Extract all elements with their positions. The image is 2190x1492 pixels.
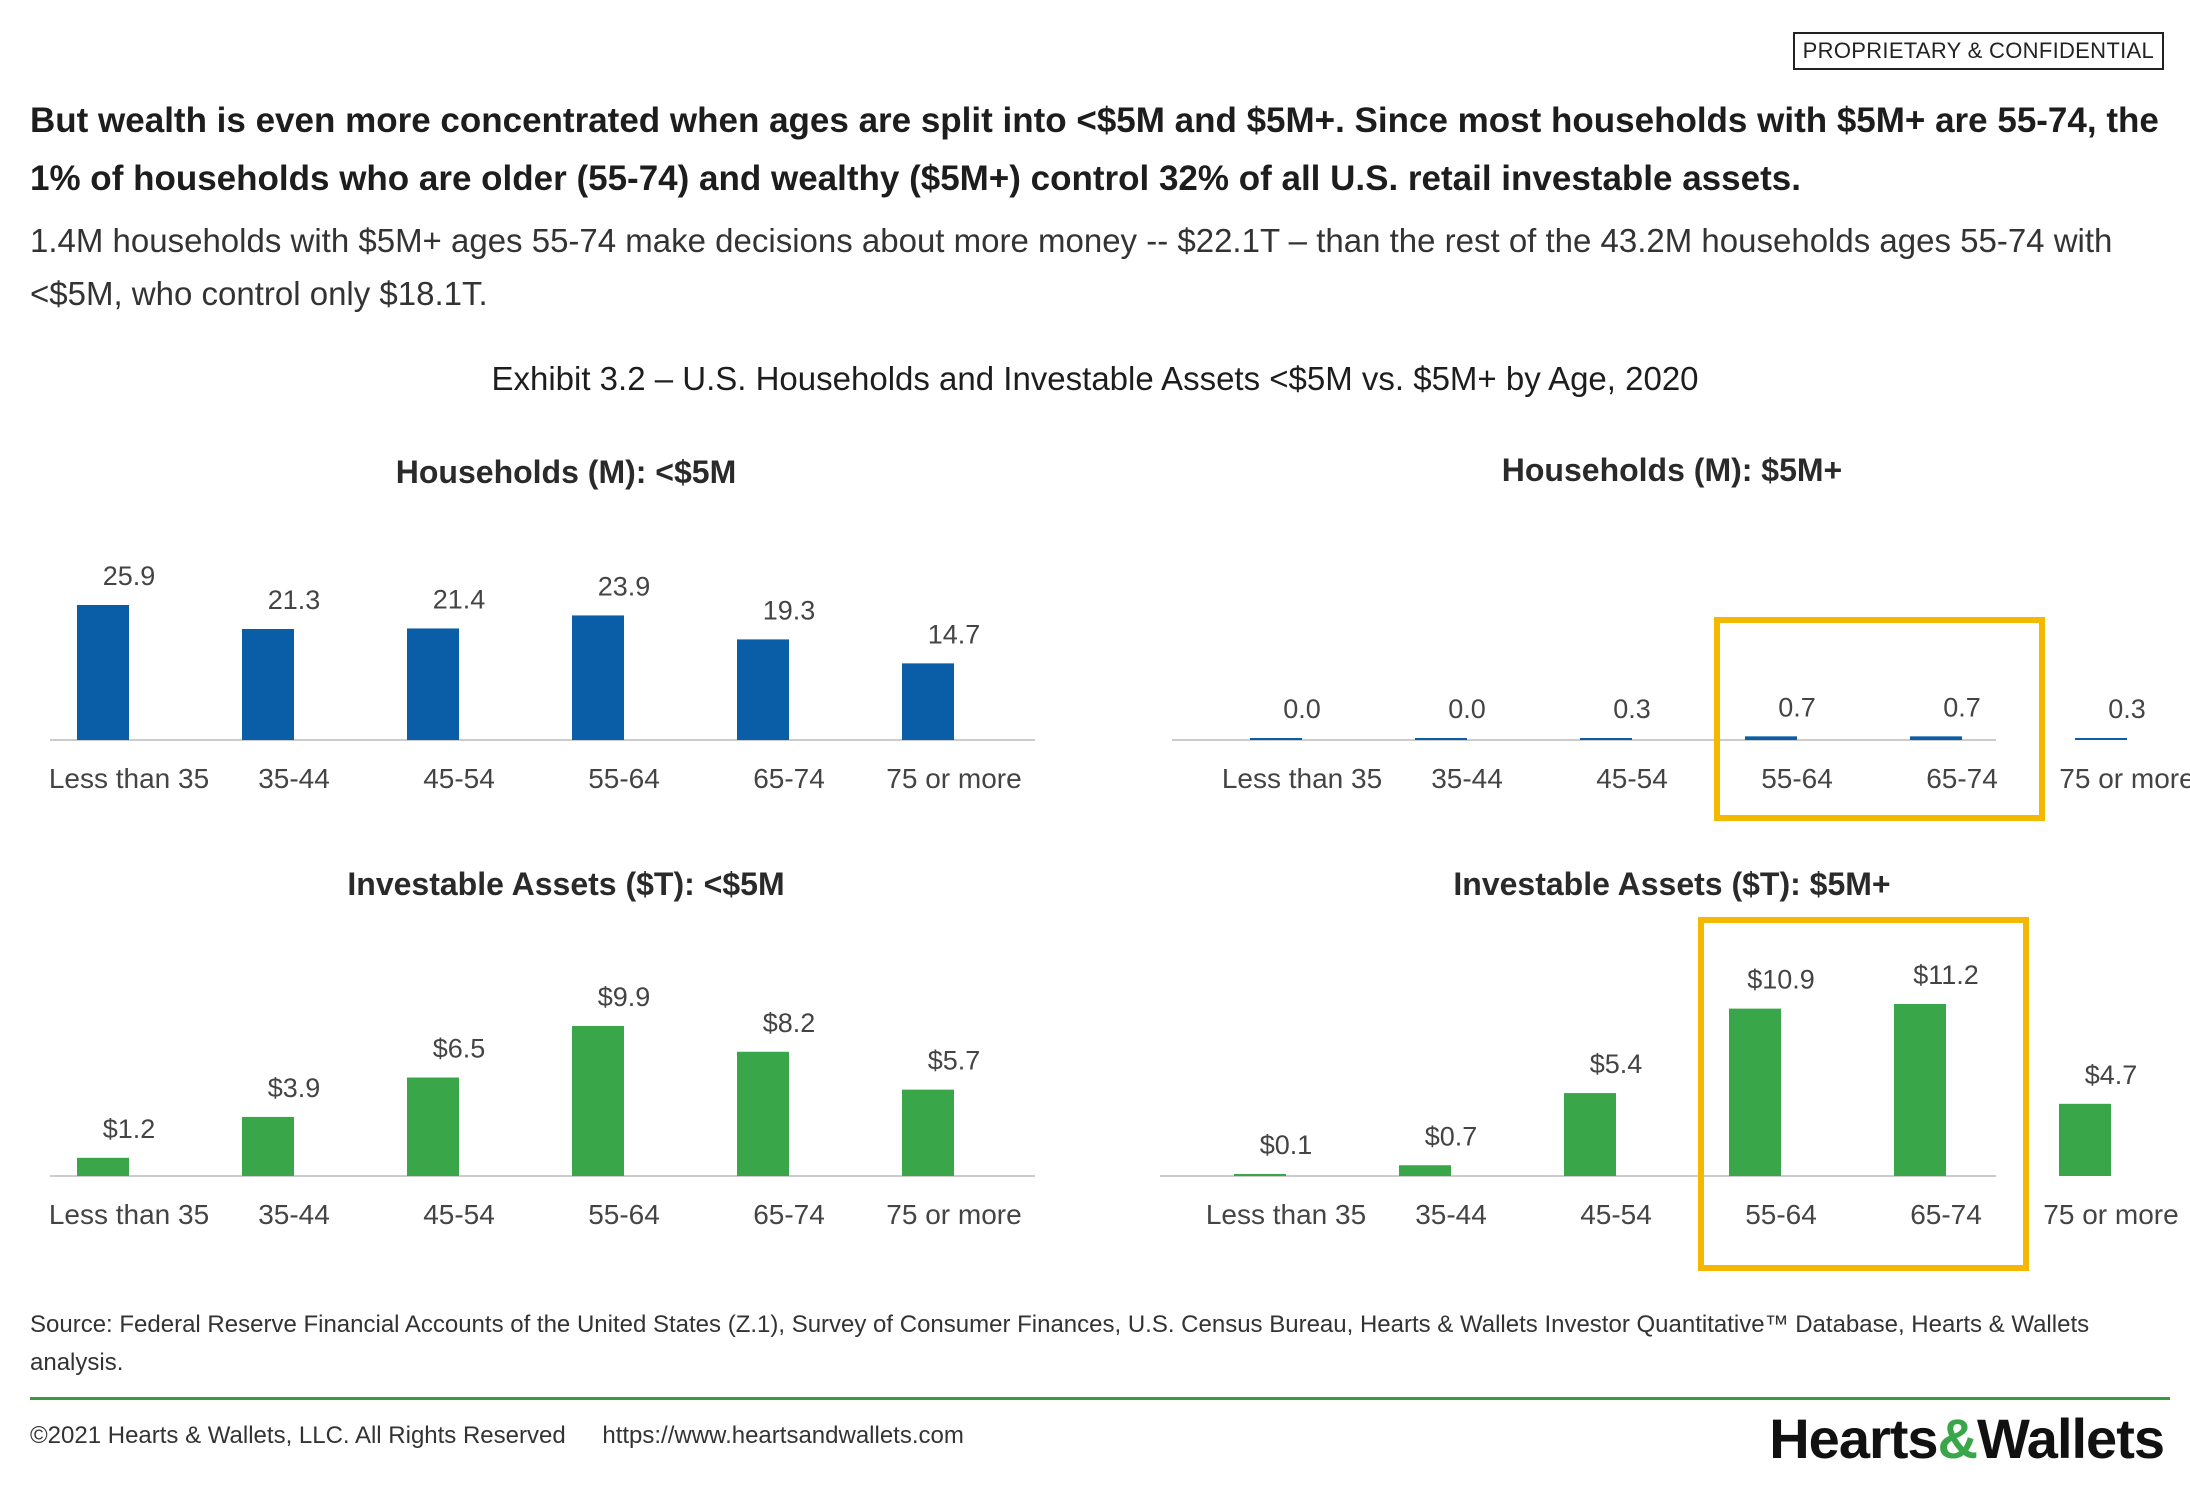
tick-label: 45-54 [1596,763,1668,794]
tick-label: 65-74 [753,1199,825,1230]
tick-label: 65-74 [753,763,825,794]
tick-label: Less than 35 [1206,1199,1366,1230]
tick-label: 75 or more [886,763,1021,794]
data-label: 21.4 [433,584,486,614]
bar-2-1 [242,1116,294,1176]
bar-1-5 [2075,738,2127,740]
data-label: 21.3 [268,585,321,615]
bar-3-0 [1234,1174,1286,1176]
data-label: 0.3 [1613,694,1651,724]
tick-label: Less than 35 [49,763,209,794]
bar-1-3 [1745,736,1797,740]
data-label: $6.5 [433,1034,486,1064]
bar-1-1 [1415,738,1467,740]
tick-label: 75 or more [2043,1199,2178,1230]
data-label: $0.7 [1425,1121,1478,1151]
bar-3-5 [2059,1103,2111,1176]
data-label: 0.7 [1943,692,1981,722]
chart-title-households-lt5m: Households (M): <$5M [395,454,737,490]
tick-label: Less than 35 [49,1199,209,1230]
bar-charts: 25.9 Less than 35 21.3 35-44 21.4 45-54 23.9 55… [49,561,2190,1271]
data-label: $5.4 [1590,1049,1643,1079]
data-label: 0.0 [1448,694,1486,724]
data-label: 19.3 [763,595,816,625]
data-label: $3.9 [268,1073,321,1103]
tick-label: 55-64 [588,1199,660,1230]
data-label: $10.9 [1747,965,1815,995]
tick-label: 75 or more [2059,763,2190,794]
tick-label: 35-44 [258,1199,330,1230]
confidential-badge: PROPRIETARY & CONFIDENTIAL [1792,32,2164,70]
bar-2-0 [77,1157,129,1176]
bar-1-4 [1910,736,1962,740]
bar-2-5 [902,1089,954,1176]
data-label: $1.2 [103,1114,156,1144]
highlight-box [1698,917,2029,1271]
bar-3-2 [1564,1093,1616,1176]
data-label: $5.7 [928,1046,981,1076]
data-label: 0.0 [1283,694,1321,724]
website-url[interactable]: https://www.heartsandwallets.com [602,1422,964,1449]
tick-label: 65-74 [1926,763,1998,794]
data-label: $11.2 [1913,960,1979,990]
bar-0-2 [407,628,459,740]
tick-label: 55-64 [1745,1199,1817,1230]
footer-divider [30,1397,2170,1400]
bar-2-4 [737,1051,789,1176]
source-note: Source: Federal Reserve Financial Accoun… [30,1311,2090,1376]
footer: ©2021 Hearts & Wallets, LLC. All Rights … [30,1422,994,1450]
bar-0-1 [242,628,294,740]
chart-title-assets-lt5m: Investable Assets ($T): <$5M [347,866,785,902]
data-label: 14.7 [928,619,981,649]
tick-label: 55-64 [588,763,660,794]
tick-label: 45-54 [423,763,495,794]
data-label: 23.9 [598,571,651,601]
data-label: 0.7 [1778,692,1816,722]
tick-label: 65-74 [1910,1199,1982,1230]
data-label: $9.9 [598,982,651,1012]
subtext: 1.4M households with $5M+ ages 55-74 mak… [30,222,2113,312]
tick-label: 35-44 [258,763,330,794]
bar-0-3 [572,615,624,740]
tick-label: 35-44 [1431,763,1503,794]
data-label: $8.2 [763,1008,816,1038]
bar-3-4 [1894,1004,1946,1176]
hearts-wallets-logo: Hearts&Wallets [1769,1407,2165,1470]
tick-label: 35-44 [1415,1199,1487,1230]
chart-title-assets-5mplus: Investable Assets ($T): $5M+ [1453,866,1891,902]
data-label: $4.7 [2085,1060,2138,1090]
exhibit-title: Exhibit 3.2 – U.S. Households and Invest… [491,360,1699,397]
data-label: 25.9 [103,561,156,591]
tick-label: 45-54 [1580,1199,1652,1230]
bar-2-2 [407,1077,459,1176]
chart-title-households-5mplus: Households (M): $5M+ [1501,452,1843,488]
bar-0-5 [902,663,954,740]
bar-1-0 [1250,738,1302,740]
bar-0-0 [77,605,129,740]
tick-label: 55-64 [1761,763,1833,794]
bar-0-4 [737,639,789,740]
highlight-box [1714,617,2045,821]
bar-1-2 [1580,738,1632,740]
tick-label: 75 or more [886,1199,1021,1230]
tick-label: Less than 35 [1222,763,1382,794]
copyright: ©2021 Hearts & Wallets, LLC. All Rights … [30,1422,566,1449]
data-label: $0.1 [1260,1130,1313,1160]
bar-3-3 [1729,1008,1781,1176]
headline: But wealth is even more concentrated whe… [30,101,2159,198]
tick-label: 45-54 [423,1199,495,1230]
bar-2-3 [572,1026,624,1176]
bar-3-1 [1399,1165,1451,1176]
data-label: 0.3 [2108,694,2146,724]
